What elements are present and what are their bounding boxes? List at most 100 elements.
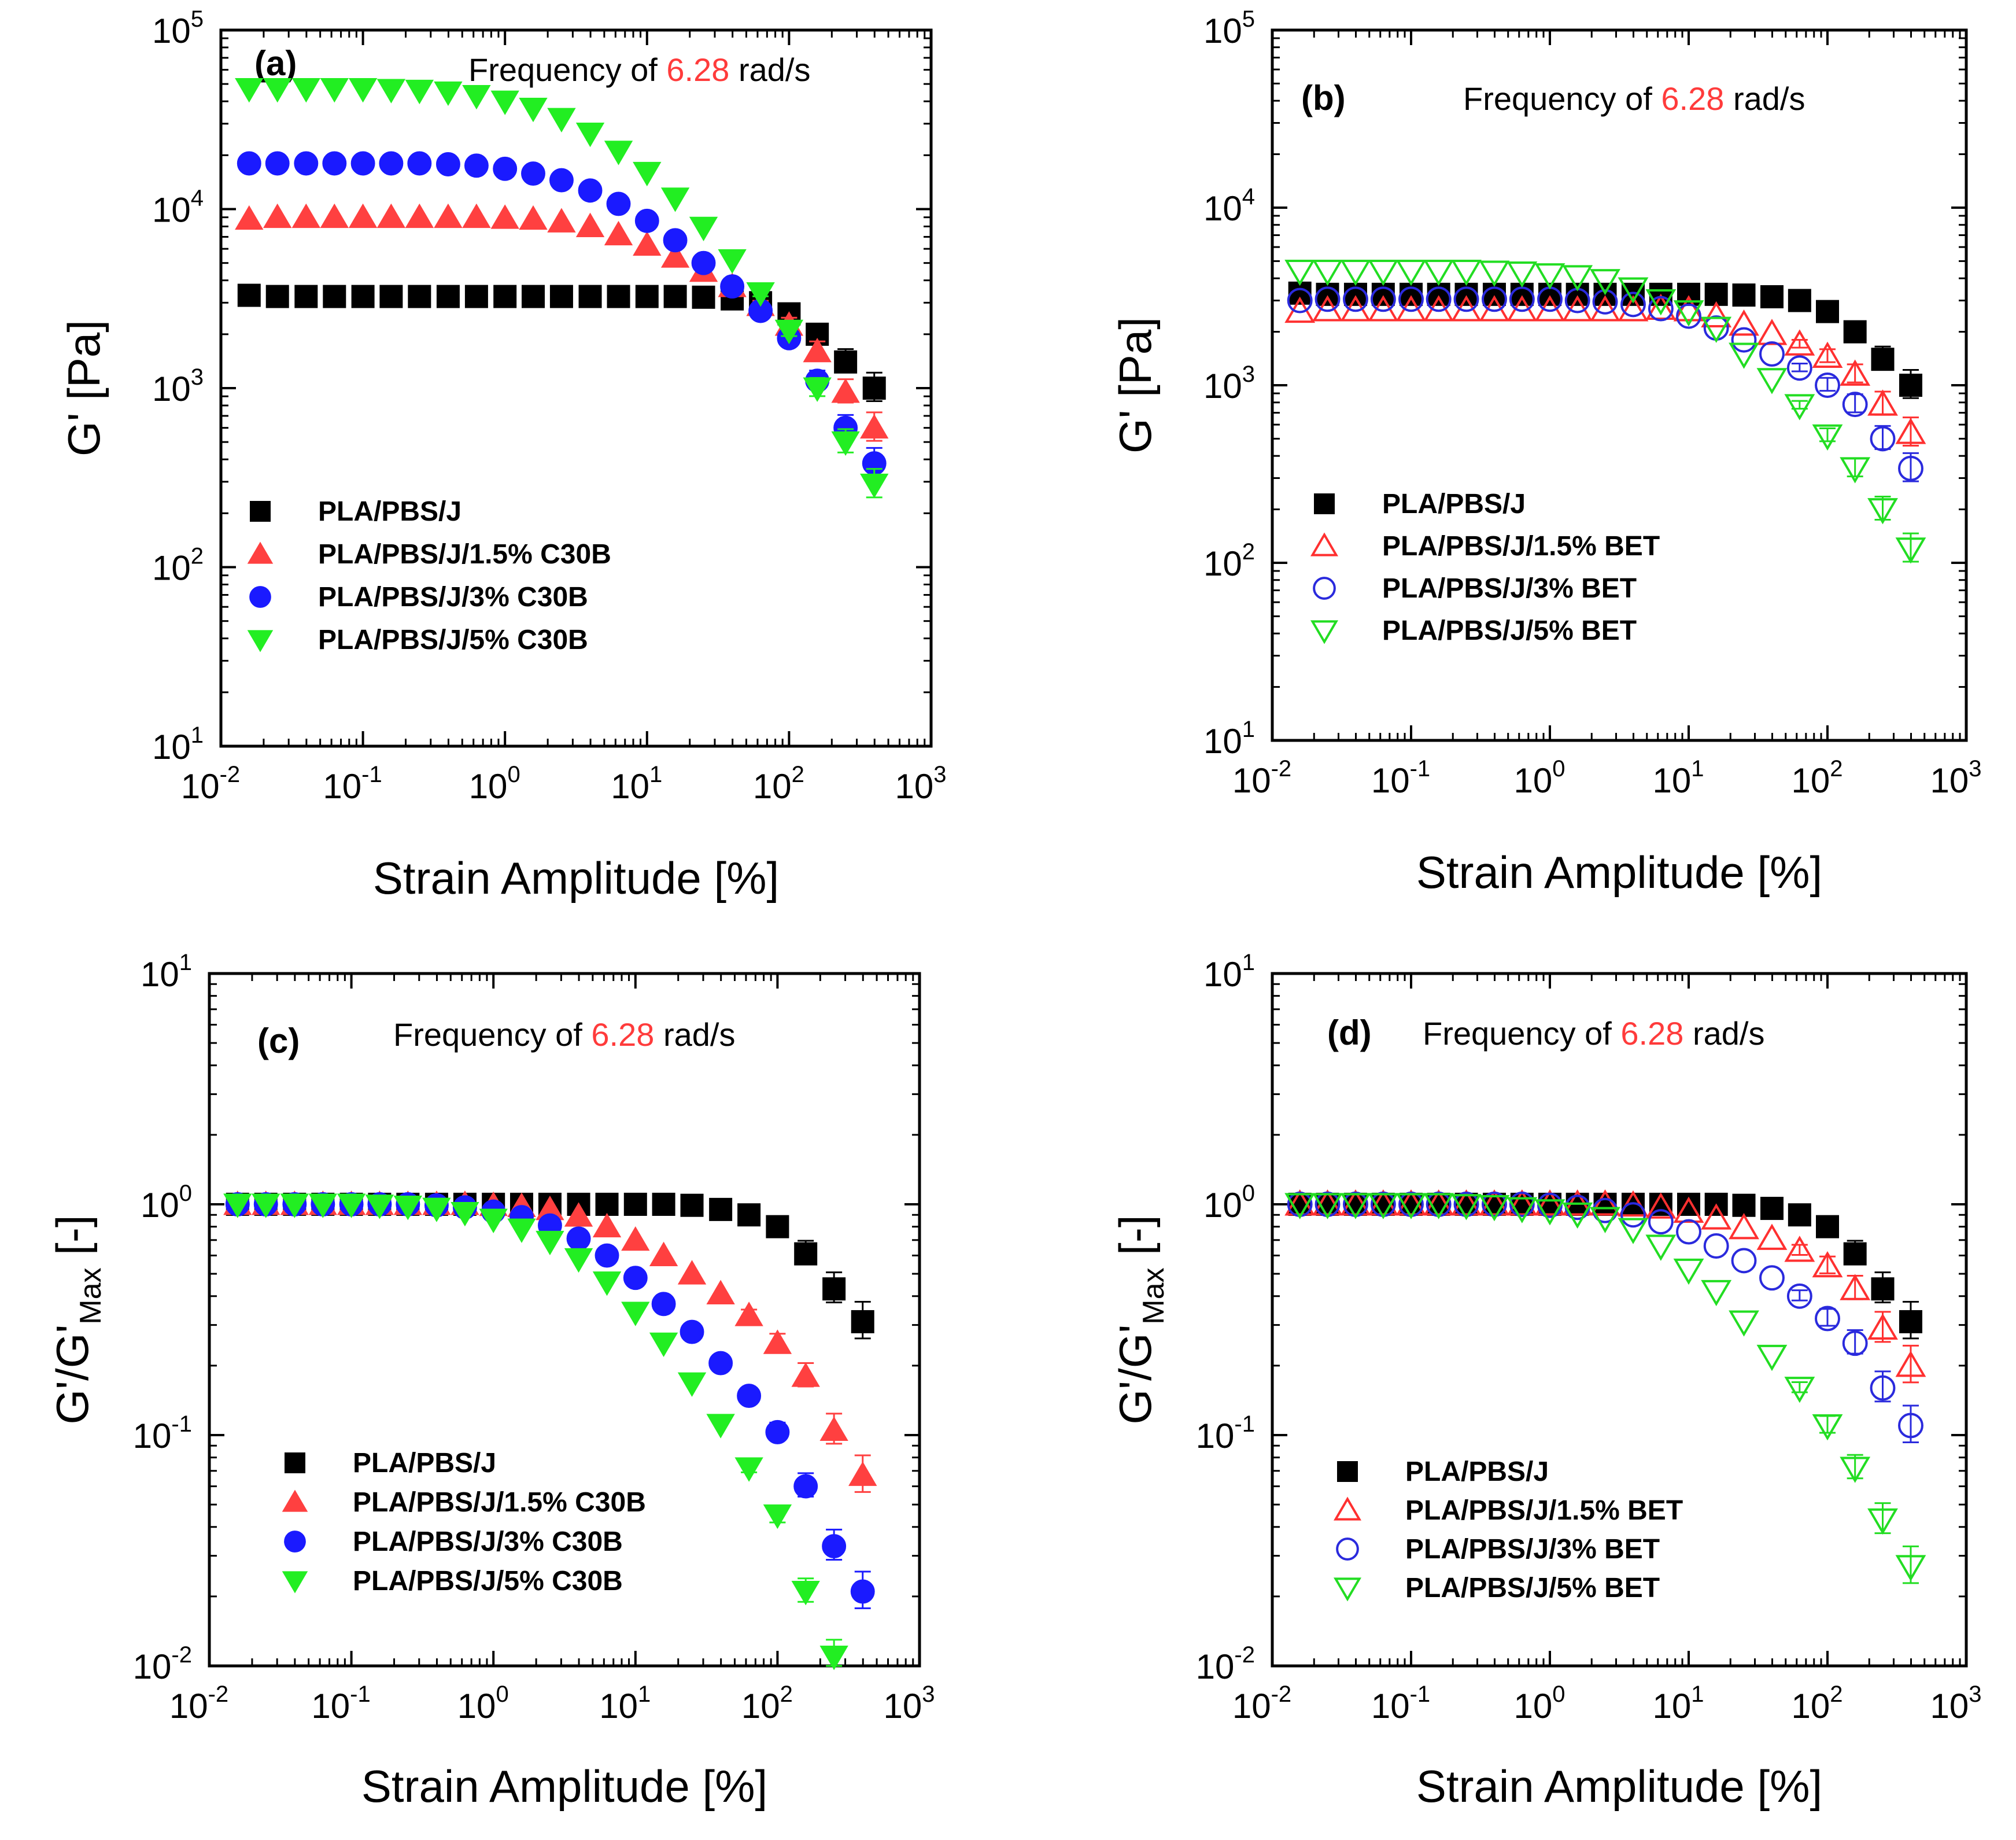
data-point bbox=[1842, 392, 1868, 418]
y-axis-label: G' [Pa] bbox=[58, 320, 109, 456]
data-point bbox=[547, 108, 576, 132]
data-point bbox=[1812, 341, 1843, 368]
data-point bbox=[706, 1279, 735, 1304]
data-point bbox=[578, 285, 602, 308]
data-point bbox=[1284, 1189, 1316, 1216]
data-point bbox=[434, 203, 463, 228]
data-point bbox=[1673, 1196, 1704, 1223]
data-point bbox=[774, 319, 804, 345]
x-tick-label: 103 bbox=[895, 762, 947, 806]
data-point bbox=[1701, 1279, 1732, 1307]
data-point bbox=[1287, 287, 1313, 314]
data-point bbox=[320, 203, 349, 228]
data-point bbox=[1590, 1207, 1620, 1233]
data-point bbox=[1340, 1189, 1371, 1216]
data-point bbox=[649, 1241, 678, 1266]
data-point bbox=[223, 1193, 252, 1218]
data-point bbox=[635, 285, 659, 308]
data-point bbox=[851, 1310, 874, 1333]
y-tick-label: 10-2 bbox=[133, 1642, 192, 1686]
data-point bbox=[1729, 1310, 1759, 1337]
data-point bbox=[265, 285, 289, 308]
data-point bbox=[575, 212, 605, 237]
legend-label: PLA/PBS/J/3% C30B bbox=[318, 582, 588, 613]
data-point bbox=[464, 285, 488, 308]
data-point bbox=[1479, 1189, 1510, 1216]
y-tick-label: 101 bbox=[141, 950, 192, 994]
data-point bbox=[1840, 1456, 1871, 1483]
x-tick-label: 103 bbox=[1930, 756, 1982, 800]
legend-marker bbox=[249, 586, 271, 608]
data-point bbox=[265, 151, 290, 176]
data-point bbox=[1645, 1192, 1677, 1219]
data-point bbox=[521, 161, 545, 186]
data-point bbox=[1871, 1277, 1895, 1301]
data-point bbox=[691, 250, 716, 275]
data-point bbox=[1786, 355, 1812, 381]
series-3 bbox=[1287, 286, 1923, 482]
data-point bbox=[1590, 295, 1620, 322]
data-point bbox=[592, 1212, 622, 1238]
data-point bbox=[291, 203, 321, 228]
data-point bbox=[1507, 1197, 1538, 1223]
data-point bbox=[1870, 1375, 1896, 1401]
data-point bbox=[376, 79, 406, 104]
data-point bbox=[1731, 327, 1757, 353]
data-point bbox=[407, 151, 432, 176]
x-tick-label: 101 bbox=[1653, 1682, 1704, 1725]
data-point bbox=[479, 1208, 508, 1233]
data-point bbox=[1788, 1203, 1811, 1227]
data-point bbox=[1756, 1344, 1788, 1371]
data-point bbox=[1395, 259, 1427, 286]
legend-marker bbox=[1336, 1537, 1359, 1561]
data-point bbox=[376, 203, 406, 228]
legend-marker bbox=[284, 1531, 306, 1553]
data-point bbox=[1843, 320, 1867, 344]
data-point bbox=[1812, 1414, 1843, 1441]
data-point bbox=[831, 431, 860, 456]
data-point bbox=[791, 1362, 820, 1387]
data-point bbox=[1815, 1306, 1840, 1332]
legend-label: PLA/PBS/J/3% BET bbox=[1405, 1534, 1660, 1565]
data-point bbox=[794, 1242, 818, 1266]
data-point bbox=[507, 1218, 536, 1243]
data-point bbox=[680, 1193, 704, 1217]
legend-label: PLA/PBS/J/3% C30B bbox=[353, 1526, 623, 1557]
data-point bbox=[1343, 286, 1368, 312]
data-point bbox=[323, 285, 346, 308]
data-point bbox=[1509, 1192, 1535, 1217]
data-point bbox=[860, 473, 889, 499]
y-tick-label: 101 bbox=[1203, 717, 1255, 761]
y-tick-label: 103 bbox=[152, 364, 204, 408]
panel-letter: (b) bbox=[1301, 79, 1346, 117]
data-point bbox=[379, 151, 404, 176]
data-point bbox=[547, 208, 576, 233]
legend-marker bbox=[1314, 493, 1335, 514]
data-point bbox=[1871, 348, 1895, 371]
x-axis-label: Strain Amplitude [%] bbox=[373, 853, 779, 904]
data-point bbox=[1895, 537, 1926, 564]
y-tick-label: 10-2 bbox=[1196, 1642, 1255, 1686]
legend: PLA/PBS/J PLA/PBS/J/1.5% BET PLA/PBS/J/3% … bbox=[1310, 489, 1660, 646]
data-point bbox=[348, 78, 378, 103]
legend-label: PLA/PBS/J/3% BET bbox=[1382, 573, 1637, 604]
data-point bbox=[1895, 1555, 1926, 1581]
x-tick-label: 102 bbox=[753, 762, 804, 806]
legend-label: PLA/PBS/J/1.5% C30B bbox=[318, 539, 611, 570]
data-point bbox=[660, 243, 690, 268]
data-point bbox=[462, 84, 491, 110]
data-point bbox=[1534, 1199, 1565, 1226]
data-point bbox=[1590, 269, 1620, 296]
data-point bbox=[564, 1202, 593, 1227]
data-point bbox=[1843, 1242, 1867, 1266]
data-point bbox=[652, 1193, 675, 1216]
data-point bbox=[1312, 259, 1343, 286]
x-tick-label: 102 bbox=[1792, 756, 1843, 800]
data-point bbox=[793, 1474, 818, 1499]
series-4 bbox=[1284, 259, 1926, 564]
series-4 bbox=[1284, 1193, 1926, 1584]
x-tick-label: 103 bbox=[1930, 1682, 1982, 1725]
data-point bbox=[519, 205, 548, 230]
data-point bbox=[1756, 368, 1788, 394]
y-tick-label: 100 bbox=[1203, 1181, 1255, 1225]
